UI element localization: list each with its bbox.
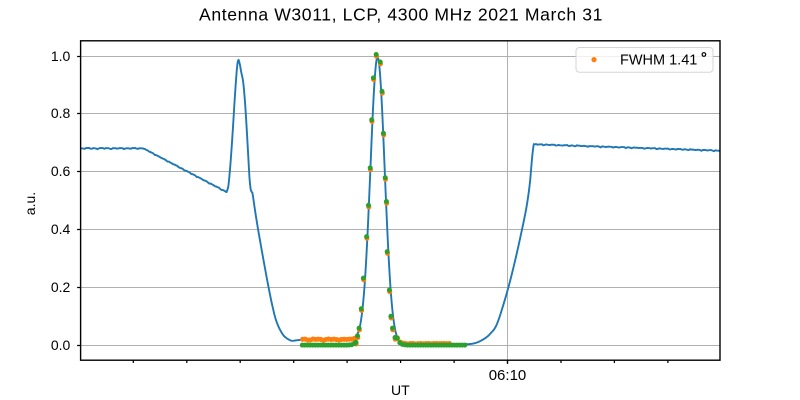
svg-text:0.8: 0.8 (51, 105, 71, 121)
svg-text:0.2: 0.2 (51, 279, 71, 295)
svg-text:Antenna W3011, LCP, 4300 MHz 2: Antenna W3011, LCP, 4300 MHz 2021 March … (199, 5, 603, 25)
svg-text:0.0: 0.0 (51, 337, 71, 353)
svg-text:a.u.: a.u. (22, 192, 38, 215)
svg-text:0.6: 0.6 (51, 163, 71, 179)
svg-text:FWHM 1.41: FWHM 1.41 (620, 53, 697, 69)
svg-text:UT: UT (391, 382, 410, 398)
svg-text:06:10: 06:10 (489, 367, 527, 384)
svg-text:0.4: 0.4 (51, 221, 71, 237)
svg-text:1.0: 1.0 (51, 48, 71, 64)
